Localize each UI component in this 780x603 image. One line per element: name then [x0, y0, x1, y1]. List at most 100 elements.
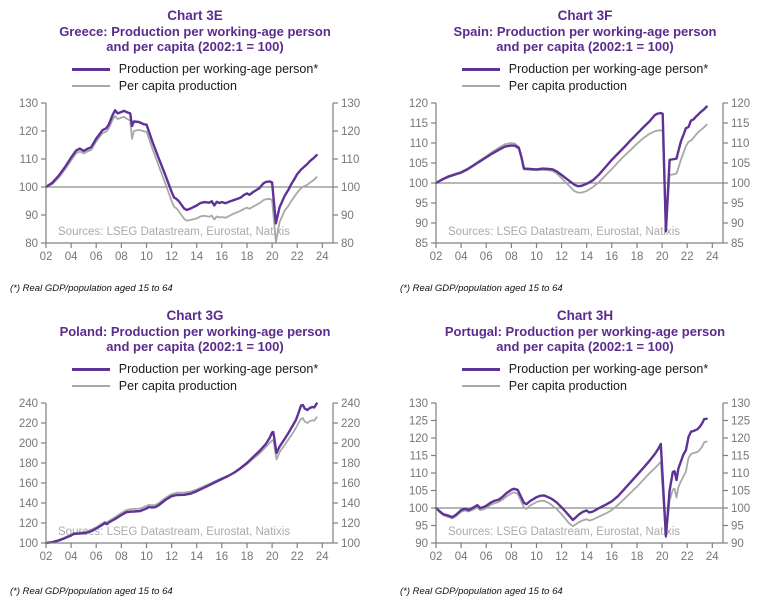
legend-label-working-age: Production per working-age person*	[508, 62, 709, 77]
svg-text:120: 120	[731, 433, 750, 445]
line-chart-poland: Sources: LSEG Datastream, Eurostat, Nati…	[19, 398, 360, 563]
svg-text:200: 200	[19, 438, 38, 450]
svg-text:22: 22	[681, 551, 694, 563]
svg-text:04: 04	[455, 251, 468, 263]
svg-text:95: 95	[731, 198, 744, 210]
svg-text:90: 90	[25, 210, 38, 222]
svg-text:24: 24	[706, 551, 719, 563]
svg-text:100: 100	[409, 503, 428, 515]
svg-text:95: 95	[415, 198, 428, 210]
svg-text:Sources: LSEG Datastream, Euro: Sources: LSEG Datastream, Eurostat, Nati…	[448, 226, 680, 238]
svg-text:120: 120	[341, 518, 360, 530]
svg-text:16: 16	[215, 551, 228, 563]
svg-text:18: 18	[241, 251, 254, 263]
svg-text:85: 85	[731, 238, 744, 250]
svg-text:06: 06	[480, 251, 493, 263]
legend-label-per-capita: Per capita production	[508, 379, 627, 394]
svg-text:125: 125	[731, 415, 750, 427]
svg-text:14: 14	[190, 551, 203, 563]
svg-text:100: 100	[731, 503, 750, 515]
chart-title-block: Chart 3H Portugal: Production per workin…	[390, 308, 780, 355]
legend-label-working-age: Production per working-age person*	[508, 362, 709, 377]
svg-text:Sources: LSEG Datastream, Euro: Sources: LSEG Datastream, Eurostat, Nati…	[448, 526, 680, 538]
svg-text:120: 120	[409, 98, 428, 110]
svg-text:24: 24	[316, 551, 329, 563]
svg-text:100: 100	[341, 538, 360, 550]
svg-text:08: 08	[505, 551, 518, 563]
chart-title-line2: Poland: Production per working-age perso…	[59, 323, 331, 339]
svg-text:120: 120	[731, 98, 750, 110]
working-age-line-swatch	[71, 67, 110, 71]
legend-row-per-capita: Per capita production	[461, 378, 708, 395]
svg-text:100: 100	[409, 178, 428, 190]
legend-label-working-age: Production per working-age person*	[118, 362, 319, 377]
chart-footnote: (*) Real GDP/population aged 15 to 64	[400, 586, 563, 597]
chart-number: Chart 3F	[557, 8, 613, 23]
chart-title-line2: Spain: Production per working-age person	[453, 23, 717, 39]
svg-text:115: 115	[731, 450, 749, 462]
svg-text:95: 95	[415, 520, 428, 532]
per-capita-line-swatch	[71, 385, 110, 388]
svg-text:14: 14	[580, 251, 593, 263]
svg-text:02: 02	[40, 251, 53, 263]
svg-text:105: 105	[409, 485, 428, 497]
svg-text:02: 02	[40, 551, 53, 563]
working-age-line-swatch	[71, 367, 110, 371]
svg-text:08: 08	[505, 251, 518, 263]
svg-text:10: 10	[530, 251, 543, 263]
legend-row-per-capita: Per capita production	[71, 378, 318, 395]
svg-text:200: 200	[341, 438, 360, 450]
svg-text:16: 16	[605, 251, 618, 263]
svg-text:105: 105	[731, 485, 750, 497]
legend-row-working-age: Production per working-age person*	[71, 361, 319, 378]
line-chart-spain: Sources: LSEG Datastream, Eurostat, Nati…	[409, 98, 750, 263]
svg-text:04: 04	[455, 551, 468, 563]
svg-text:12: 12	[555, 251, 568, 263]
svg-text:80: 80	[25, 238, 38, 250]
svg-text:160: 160	[341, 478, 360, 490]
svg-text:120: 120	[19, 126, 38, 138]
svg-text:130: 130	[409, 398, 428, 410]
svg-text:12: 12	[555, 551, 568, 563]
legend-row-working-age: Production per working-age person*	[461, 361, 709, 378]
svg-text:110: 110	[341, 154, 359, 166]
chart-panel-spain: Chart 3F Spain: Production per working-a…	[390, 0, 780, 300]
svg-text:12: 12	[165, 251, 178, 263]
svg-text:20: 20	[656, 251, 669, 263]
svg-text:95: 95	[731, 520, 744, 532]
per-capita-line-swatch	[461, 385, 500, 388]
svg-text:20: 20	[266, 551, 279, 563]
svg-text:130: 130	[341, 98, 360, 110]
chart-panel-portugal: Chart 3H Portugal: Production per workin…	[390, 300, 780, 603]
svg-text:22: 22	[291, 251, 304, 263]
svg-text:130: 130	[19, 98, 38, 110]
chart-title-line3: and per capita (2002:1 = 100)	[106, 39, 284, 55]
chart-footnote: (*) Real GDP/population aged 15 to 64	[400, 283, 563, 294]
chart-title-block: Chart 3E Greece: Production per working-…	[0, 8, 390, 55]
svg-text:10: 10	[140, 551, 153, 563]
svg-text:110: 110	[410, 138, 428, 150]
svg-text:14: 14	[190, 251, 203, 263]
svg-text:08: 08	[115, 551, 128, 563]
svg-text:110: 110	[410, 468, 428, 480]
svg-text:24: 24	[706, 251, 719, 263]
svg-text:16: 16	[215, 251, 228, 263]
svg-text:130: 130	[731, 398, 750, 410]
working-age-line-swatch	[461, 67, 500, 71]
svg-text:10: 10	[140, 251, 153, 263]
chart-legend: Production per working-age person* Per c…	[461, 61, 709, 95]
chart-title-line3: and per capita (2002:1 = 100)	[106, 339, 284, 355]
svg-text:80: 80	[341, 238, 354, 250]
svg-text:240: 240	[341, 398, 360, 410]
svg-text:105: 105	[731, 158, 750, 170]
svg-text:Sources: LSEG Datastream, Euro: Sources: LSEG Datastream, Eurostat, Nati…	[58, 226, 290, 238]
svg-text:240: 240	[19, 398, 38, 410]
svg-text:105: 105	[409, 158, 428, 170]
svg-text:140: 140	[341, 498, 360, 510]
legend-label-per-capita: Per capita production	[118, 379, 237, 394]
chart-legend: Production per working-age person* Per c…	[71, 361, 319, 395]
line-chart-greece: Sources: LSEG Datastream, Eurostat, Nati…	[19, 98, 360, 263]
legend-row-per-capita: Per capita production	[71, 78, 318, 95]
svg-text:90: 90	[731, 218, 744, 230]
svg-text:120: 120	[19, 518, 38, 530]
